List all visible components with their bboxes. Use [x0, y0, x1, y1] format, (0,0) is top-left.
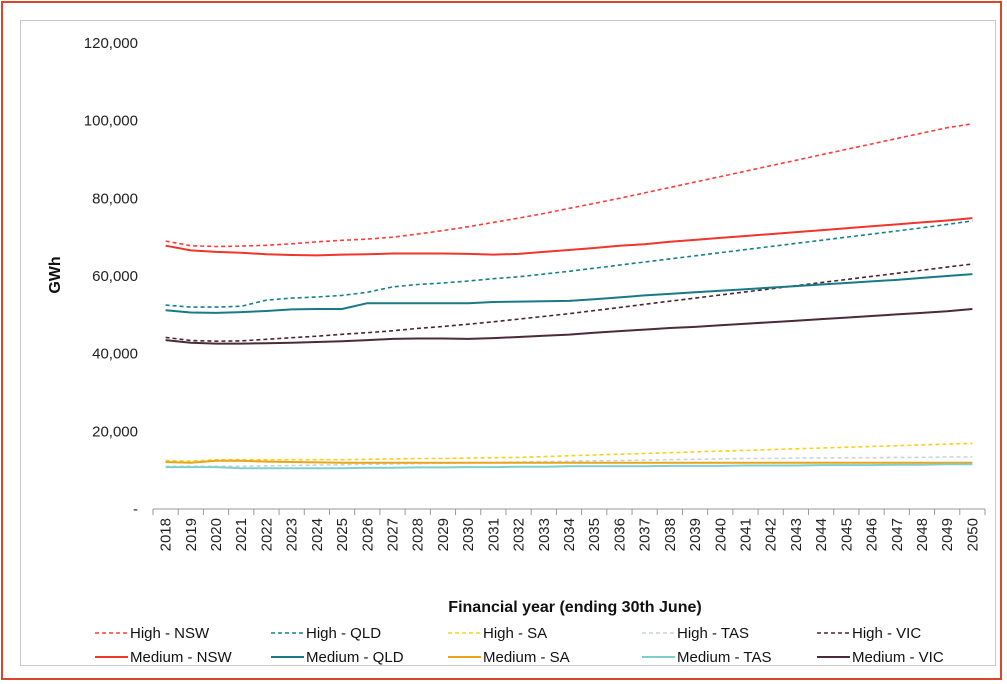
x-tick-label: 2031: [485, 518, 502, 551]
series-line-high-nsw: [165, 123, 973, 248]
series-line-medium-sa: [165, 459, 973, 464]
y-tick-label: 40,000: [92, 346, 138, 363]
axes: 2018 2019 2020 2021 2022 2023 2024 2025 2026 2027…: [84, 35, 986, 551]
y-tick-label: 80,000: [92, 190, 138, 207]
x-tick-label: 2039: [687, 518, 704, 551]
legend-label: High - NSW: [130, 625, 210, 642]
x-tick-label: 2028: [410, 518, 427, 551]
x-tick-label: 2046: [864, 518, 881, 551]
x-tick-label: 2030: [460, 518, 477, 551]
x-tick-label: 2024: [309, 518, 326, 551]
x-tick-label: 2047: [889, 518, 906, 551]
x-tick-label: 2042: [763, 518, 780, 551]
legend-label: Medium - SA: [483, 649, 570, 666]
series-line-medium-qld: [165, 273, 973, 314]
y-tick-label: 100,000: [84, 113, 138, 130]
series-line-medium-tas: [165, 463, 973, 470]
y-tick-label: -: [133, 501, 138, 518]
x-tick-label: 2048: [914, 518, 931, 551]
series-line-medium-nsw: [165, 217, 973, 257]
y-tick-label: 120,000: [84, 35, 138, 52]
x-tick-label: 2032: [511, 518, 528, 551]
x-tick-label: 2029: [435, 518, 452, 551]
series-line-medium-vic: [165, 308, 973, 345]
legend-label: Medium - QLD: [306, 649, 404, 666]
legend-label: Medium - TAS: [677, 649, 771, 666]
x-tick-label: 2049: [939, 518, 956, 551]
x-tick-label: 2036: [611, 518, 628, 551]
x-tick-label: 2045: [838, 518, 855, 551]
x-tick-label: 2043: [788, 518, 805, 551]
x-tick-label: 2037: [637, 518, 654, 551]
x-tick-label: 2044: [813, 518, 830, 551]
x-tick-label: 2018: [158, 518, 175, 551]
x-tick-label: 2020: [208, 518, 225, 551]
y-axis-title: GWh: [47, 256, 64, 293]
series-line-high-qld: [165, 220, 973, 308]
legend-label: High - QLD: [306, 625, 381, 642]
x-tick-label: 2023: [284, 518, 301, 551]
series-line-high-tas: [165, 456, 973, 468]
x-tick-label: 2038: [662, 518, 679, 551]
x-tick-label: 2025: [334, 518, 351, 551]
x-axis-title: Financial year (ending 30th June): [448, 599, 701, 616]
legend-label: High - SA: [483, 625, 547, 642]
legend-label: High - TAS: [677, 625, 749, 642]
x-tick-label: 2040: [712, 518, 729, 551]
legend-label: High - VIC: [852, 625, 921, 642]
x-tick-label: 2050: [964, 518, 981, 551]
series-lines: [165, 123, 973, 470]
legend-label: Medium - VIC: [852, 649, 944, 666]
series-line-high-sa: [165, 442, 973, 463]
x-tick-label: 2021: [233, 518, 250, 551]
y-tick-label: 20,000: [92, 423, 138, 440]
chart-area: [20, 20, 996, 666]
x-tick-label: 2034: [561, 518, 578, 551]
y-tick-label: 60,000: [92, 268, 138, 285]
x-tick-label: 2022: [258, 518, 275, 551]
x-tick-label: 2033: [536, 518, 553, 551]
x-tick-label: 2035: [586, 518, 603, 551]
x-tick-label: 2019: [183, 518, 200, 551]
x-tick-label: 2026: [359, 518, 376, 551]
series-line-high-vic: [165, 263, 973, 343]
x-tick-label: 2027: [385, 518, 402, 551]
legend-label: Medium - NSW: [130, 649, 233, 666]
legend: High - NSW High - QLD High - SA High - TAS H…: [95, 625, 944, 666]
x-tick-label: 2041: [737, 518, 754, 551]
